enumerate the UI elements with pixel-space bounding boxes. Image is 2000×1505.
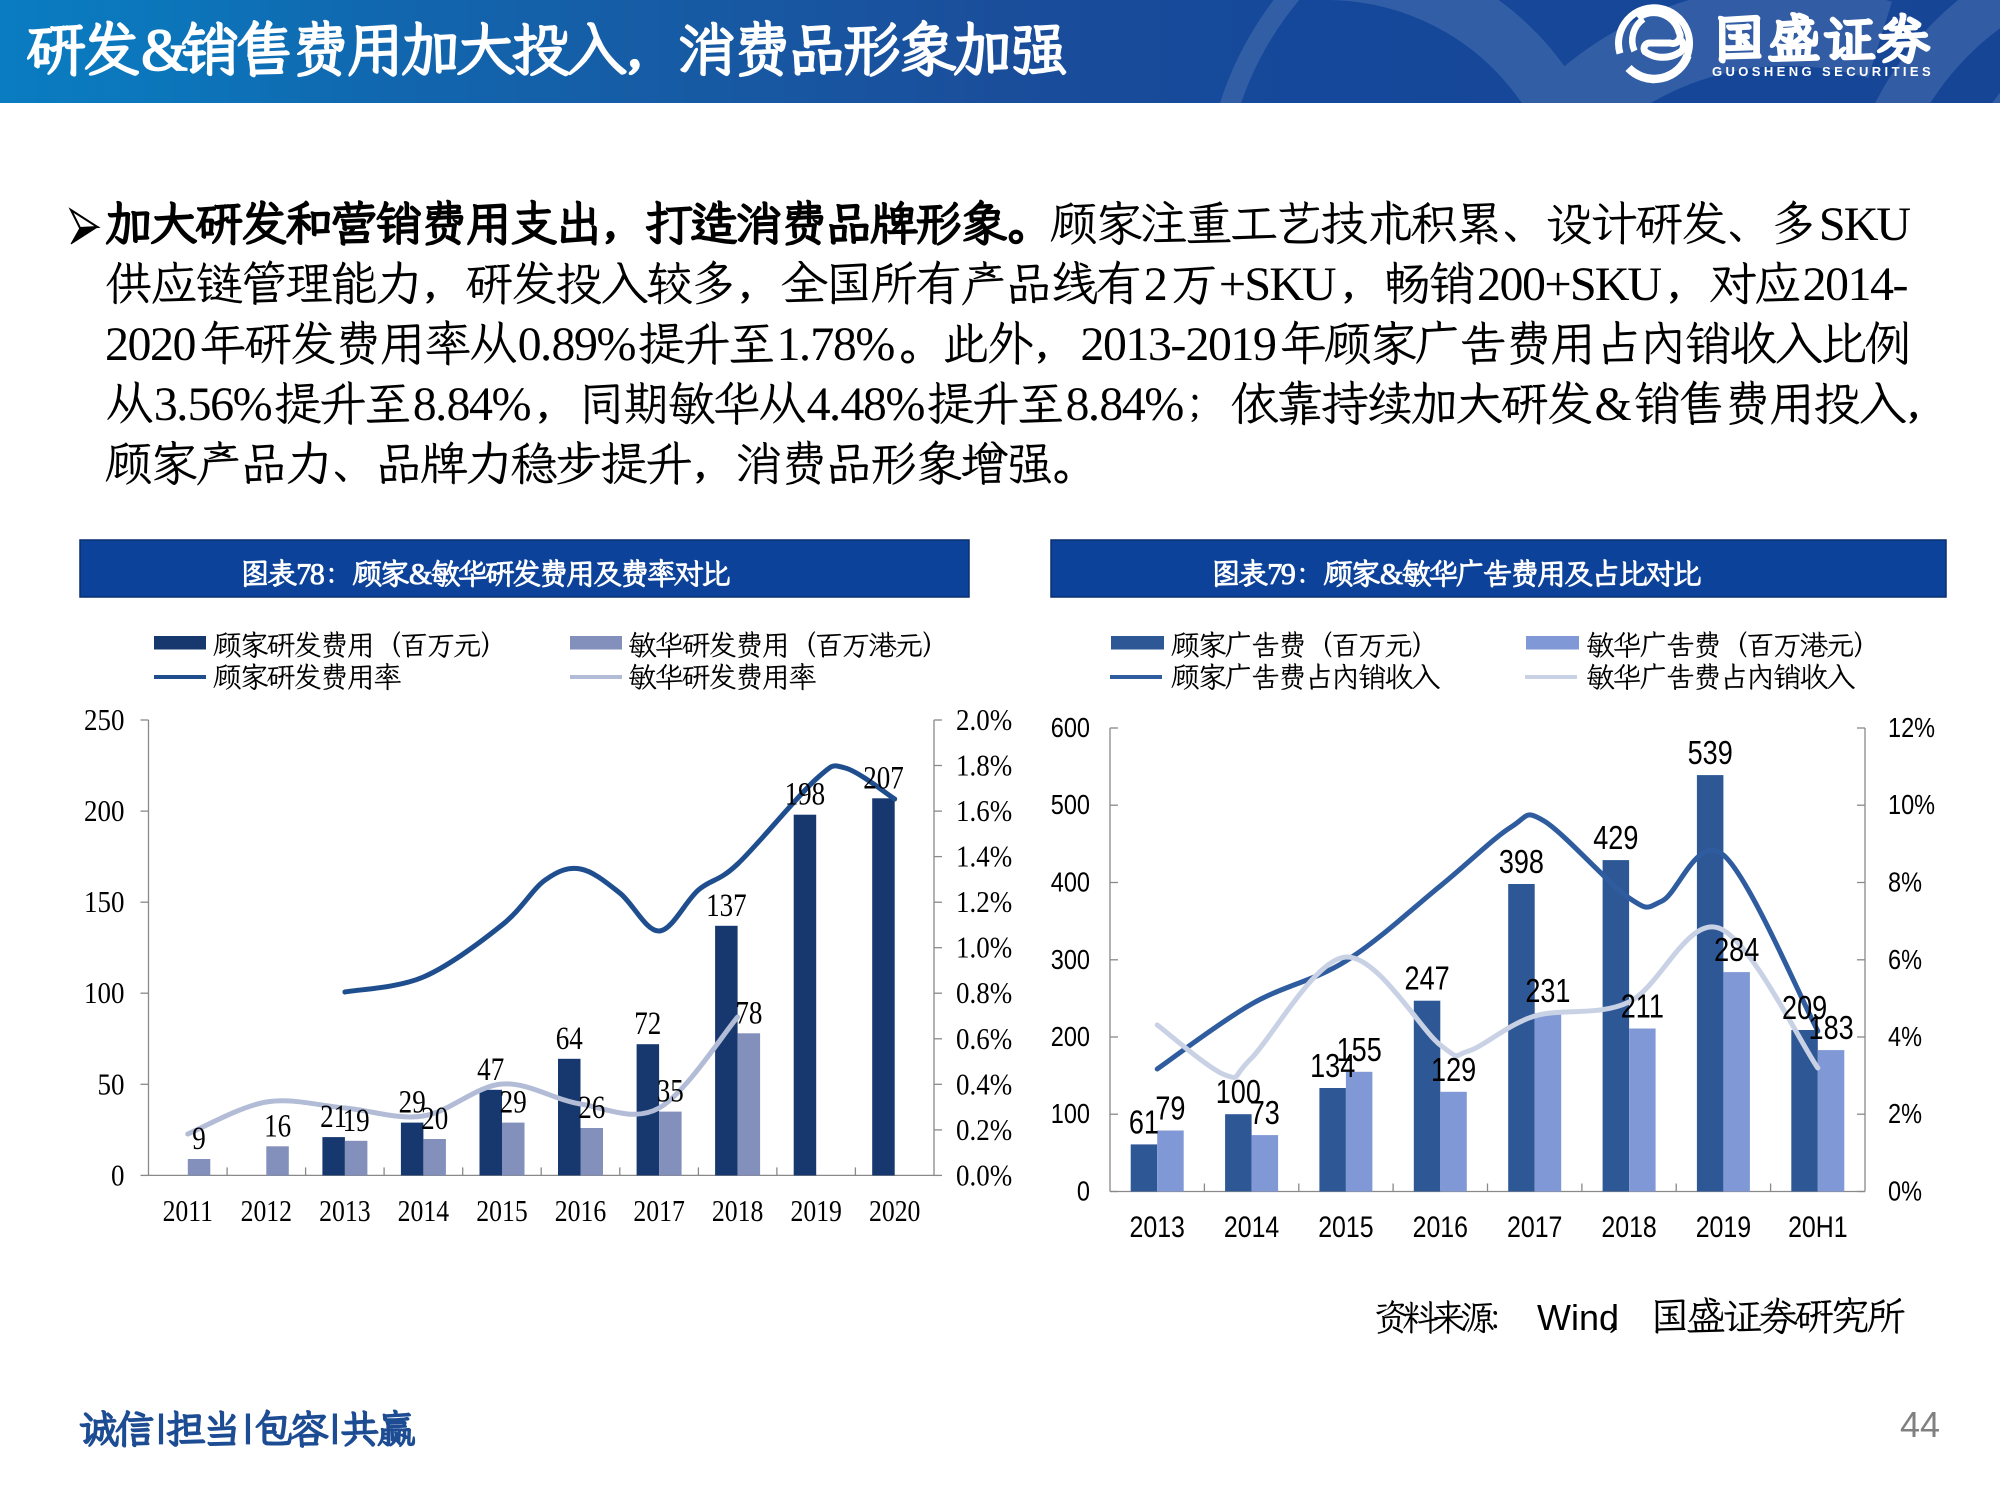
svg-text:155: 155 xyxy=(1337,1032,1382,1068)
svg-text:129: 129 xyxy=(1431,1052,1476,1088)
svg-text:1.2%: 1.2% xyxy=(956,886,1012,920)
svg-text:183: 183 xyxy=(1809,1011,1854,1047)
svg-text:29: 29 xyxy=(500,1083,527,1120)
svg-text:600: 600 xyxy=(1051,713,1090,743)
svg-text:284: 284 xyxy=(1714,933,1759,969)
svg-text:Wind: Wind xyxy=(1537,1297,1619,1338)
svg-text:2012: 2012 xyxy=(241,1195,292,1229)
svg-text:29: 29 xyxy=(399,1083,426,1120)
svg-text:20H1: 20H1 xyxy=(1788,1210,1847,1244)
svg-text:GUOSHENG SECURITIES: GUOSHENG SECURITIES xyxy=(1712,64,1934,79)
svg-text:0.8%: 0.8% xyxy=(956,977,1012,1011)
svg-text:0.4%: 0.4% xyxy=(956,1068,1012,1102)
svg-text:6%: 6% xyxy=(1888,945,1922,975)
svg-text:231: 231 xyxy=(1525,974,1570,1010)
svg-text:2014: 2014 xyxy=(398,1195,449,1229)
svg-text:12%: 12% xyxy=(1888,713,1935,743)
svg-text:2018: 2018 xyxy=(712,1195,763,1229)
svg-text:200: 200 xyxy=(1051,1022,1090,1052)
svg-text:2016: 2016 xyxy=(1413,1210,1468,1244)
svg-text:2016: 2016 xyxy=(555,1195,606,1229)
svg-text:2017: 2017 xyxy=(633,1195,684,1229)
svg-text:0.0%: 0.0% xyxy=(956,1159,1012,1193)
svg-text:150: 150 xyxy=(84,886,124,920)
svg-text:2014: 2014 xyxy=(1224,1210,1279,1244)
svg-text:2017: 2017 xyxy=(1507,1210,1562,1244)
svg-text:209: 209 xyxy=(1782,991,1827,1027)
svg-text:1.4%: 1.4% xyxy=(956,840,1012,874)
svg-text:1.6%: 1.6% xyxy=(956,794,1012,828)
svg-text:200: 200 xyxy=(84,794,124,828)
svg-text:2015: 2015 xyxy=(1318,1210,1373,1244)
svg-text:64: 64 xyxy=(556,1019,583,1056)
svg-text:0: 0 xyxy=(1077,1177,1090,1207)
svg-text:2013: 2013 xyxy=(319,1195,370,1229)
svg-text:0.6%: 0.6% xyxy=(956,1022,1012,1056)
svg-text:247: 247 xyxy=(1405,961,1450,997)
svg-text:9: 9 xyxy=(192,1119,206,1156)
svg-text:0%: 0% xyxy=(1888,1177,1922,1207)
svg-text:0.2%: 0.2% xyxy=(956,1113,1012,1147)
svg-text:198: 198 xyxy=(785,775,826,812)
svg-text:100: 100 xyxy=(84,977,124,1011)
svg-text:26: 26 xyxy=(578,1088,605,1125)
svg-text:21: 21 xyxy=(320,1098,347,1135)
svg-text:539: 539 xyxy=(1688,736,1733,772)
svg-text:400: 400 xyxy=(1051,868,1090,898)
svg-text:2019: 2019 xyxy=(1696,1210,1751,1244)
svg-text:10%: 10% xyxy=(1888,790,1935,820)
svg-text:137: 137 xyxy=(706,886,747,923)
svg-text:2011: 2011 xyxy=(163,1195,213,1229)
svg-text:2018: 2018 xyxy=(1601,1210,1656,1244)
svg-text:73: 73 xyxy=(1250,1096,1280,1132)
svg-text:4%: 4% xyxy=(1888,1022,1922,1052)
svg-text:16: 16 xyxy=(264,1107,291,1144)
svg-text:207: 207 xyxy=(863,759,904,796)
svg-text:47: 47 xyxy=(477,1050,504,1087)
svg-text:2020: 2020 xyxy=(869,1195,920,1229)
svg-text:2019: 2019 xyxy=(790,1195,841,1229)
svg-text:72: 72 xyxy=(634,1005,661,1042)
svg-text:500: 500 xyxy=(1051,790,1090,820)
svg-text:398: 398 xyxy=(1499,845,1544,881)
svg-text:100: 100 xyxy=(1051,1099,1090,1129)
svg-text:250: 250 xyxy=(84,703,124,737)
svg-text:2013: 2013 xyxy=(1130,1210,1185,1244)
svg-text:35: 35 xyxy=(657,1072,684,1109)
svg-text:2.0%: 2.0% xyxy=(956,703,1012,737)
svg-text:211: 211 xyxy=(1621,989,1664,1025)
svg-text:134: 134 xyxy=(1310,1049,1355,1085)
svg-text:300: 300 xyxy=(1051,945,1090,975)
svg-text:78: 78 xyxy=(735,994,762,1031)
svg-text:2%: 2% xyxy=(1888,1099,1922,1129)
svg-text:0: 0 xyxy=(111,1159,124,1193)
svg-text:1.8%: 1.8% xyxy=(956,749,1012,783)
svg-text:2015: 2015 xyxy=(476,1195,527,1229)
svg-text:79: 79 xyxy=(1155,1091,1185,1127)
svg-text:20: 20 xyxy=(421,1099,448,1136)
svg-text:429: 429 xyxy=(1593,821,1638,857)
svg-text:1.0%: 1.0% xyxy=(956,931,1012,965)
svg-text:8%: 8% xyxy=(1888,868,1922,898)
svg-text:100: 100 xyxy=(1216,1075,1261,1111)
svg-text:19: 19 xyxy=(343,1101,370,1138)
svg-text:44: 44 xyxy=(1900,1404,1940,1445)
svg-text:50: 50 xyxy=(98,1068,125,1102)
svg-text:61: 61 xyxy=(1129,1105,1159,1141)
